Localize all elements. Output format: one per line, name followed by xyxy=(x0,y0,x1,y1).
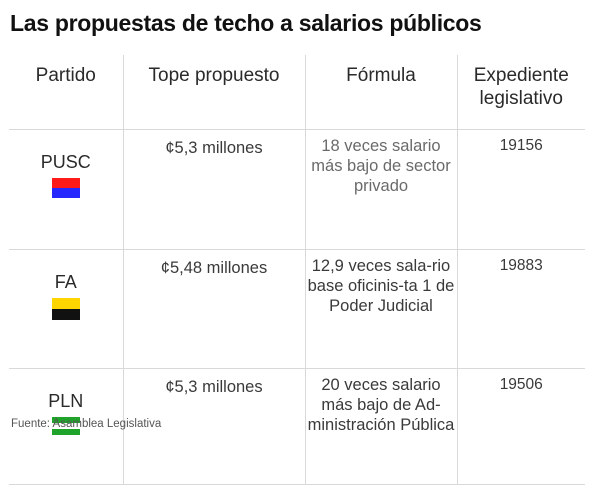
header-formula: Fórmula xyxy=(304,55,458,130)
party-name: FA xyxy=(54,272,77,292)
party-name: PLN xyxy=(48,391,84,411)
flag-stripe-middle xyxy=(51,423,80,429)
flag-stripe-bottom xyxy=(51,188,80,198)
page-title: Las propuestas de techo a salarios públi… xyxy=(10,10,482,36)
expediente-cell: 19506 xyxy=(456,368,585,485)
source-note: Fuente: Asamblea Legislativa xyxy=(11,418,162,430)
table-row: PUSC ¢5,3 millones 18 veces salario más … xyxy=(9,129,585,250)
fa-flag-icon xyxy=(51,298,80,320)
party-cell: FA xyxy=(9,249,124,369)
formula-cell: 18 veces salario más bajo de sector priv… xyxy=(304,129,458,250)
expediente-cell: 19156 xyxy=(456,129,585,250)
flag-stripe-top xyxy=(51,178,80,188)
pln-flag-icon xyxy=(51,417,80,435)
header-partido: Partido xyxy=(9,55,124,130)
flag-stripe-top xyxy=(51,298,80,309)
pusc-flag-icon xyxy=(51,178,80,198)
header-tope: Tope propuesto xyxy=(122,55,306,130)
tope-cell: ¢5,48 millones xyxy=(122,249,306,369)
formula-cell: 12,9 veces sala-rio base oficinis-ta 1 d… xyxy=(304,249,458,369)
party-cell: PUSC xyxy=(9,129,124,250)
formula-cell: 20 veces salario más bajo de Ad-ministra… xyxy=(304,368,458,485)
tope-cell: ¢5,3 millones xyxy=(122,129,306,250)
table-header-row: Partido Tope propuesto Fórmula Expedient… xyxy=(9,55,585,130)
flag-stripe-bottom xyxy=(51,429,80,435)
header-expediente: Expediente legislativo xyxy=(456,55,585,130)
expediente-cell: 19883 xyxy=(456,249,585,369)
party-name: PUSC xyxy=(40,152,91,172)
table-row: FA ¢5,48 millones 12,9 veces sala-rio ba… xyxy=(9,249,585,369)
flag-stripe-top xyxy=(51,417,80,423)
flag-stripe-bottom xyxy=(51,309,80,320)
